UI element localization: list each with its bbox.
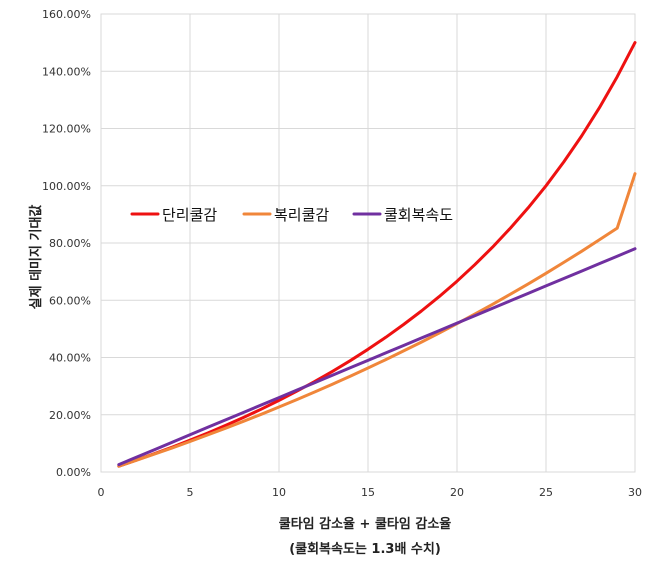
series-line (117, 172, 637, 468)
series-line (117, 41, 637, 468)
y-tick-label: 140.00% (42, 65, 91, 78)
grid (100, 13, 636, 473)
y-tick-label: 0.00% (56, 466, 91, 479)
x-tick-label: 0 (98, 486, 105, 499)
legend-label: 쿨회복속도 (384, 206, 453, 224)
y-tick-label: 120.00% (42, 123, 91, 136)
legend-label: 단리쿨감 (162, 206, 217, 224)
x-axis-title: 쿨타임 감소율 + 쿨타임 감소율 (279, 516, 452, 532)
x-tick-label: 25 (539, 486, 553, 499)
y-tick-label: 60.00% (49, 294, 91, 307)
legend: 단리쿨감 복리쿨감 쿨회복속도 (130, 206, 453, 224)
axes: 0 5 10 15 20 25 30 0.00% 20.00% 40.00% 60.00% 80.00… (42, 8, 642, 499)
x-tick-label: 5 (187, 486, 194, 499)
series (117, 41, 637, 468)
y-tick-label: 40.00% (49, 352, 91, 365)
legend-label: 복리쿨감 (274, 206, 329, 224)
x-axis-subtitle: (쿨회복속도는 1.3배 수치) (289, 541, 441, 557)
x-tick-label: 20 (450, 486, 464, 499)
x-tick-label: 10 (272, 486, 286, 499)
x-tick-label: 30 (628, 486, 642, 499)
y-tick-label: 80.00% (49, 237, 91, 250)
y-tick-label: 160.00% (42, 8, 91, 21)
series-line (117, 247, 637, 467)
y-axis-title: 실제 데미지 기대값 (28, 205, 44, 310)
y-tick-label: 20.00% (49, 409, 91, 422)
x-tick-label: 15 (361, 486, 375, 499)
y-tick-label: 100.00% (42, 180, 91, 193)
